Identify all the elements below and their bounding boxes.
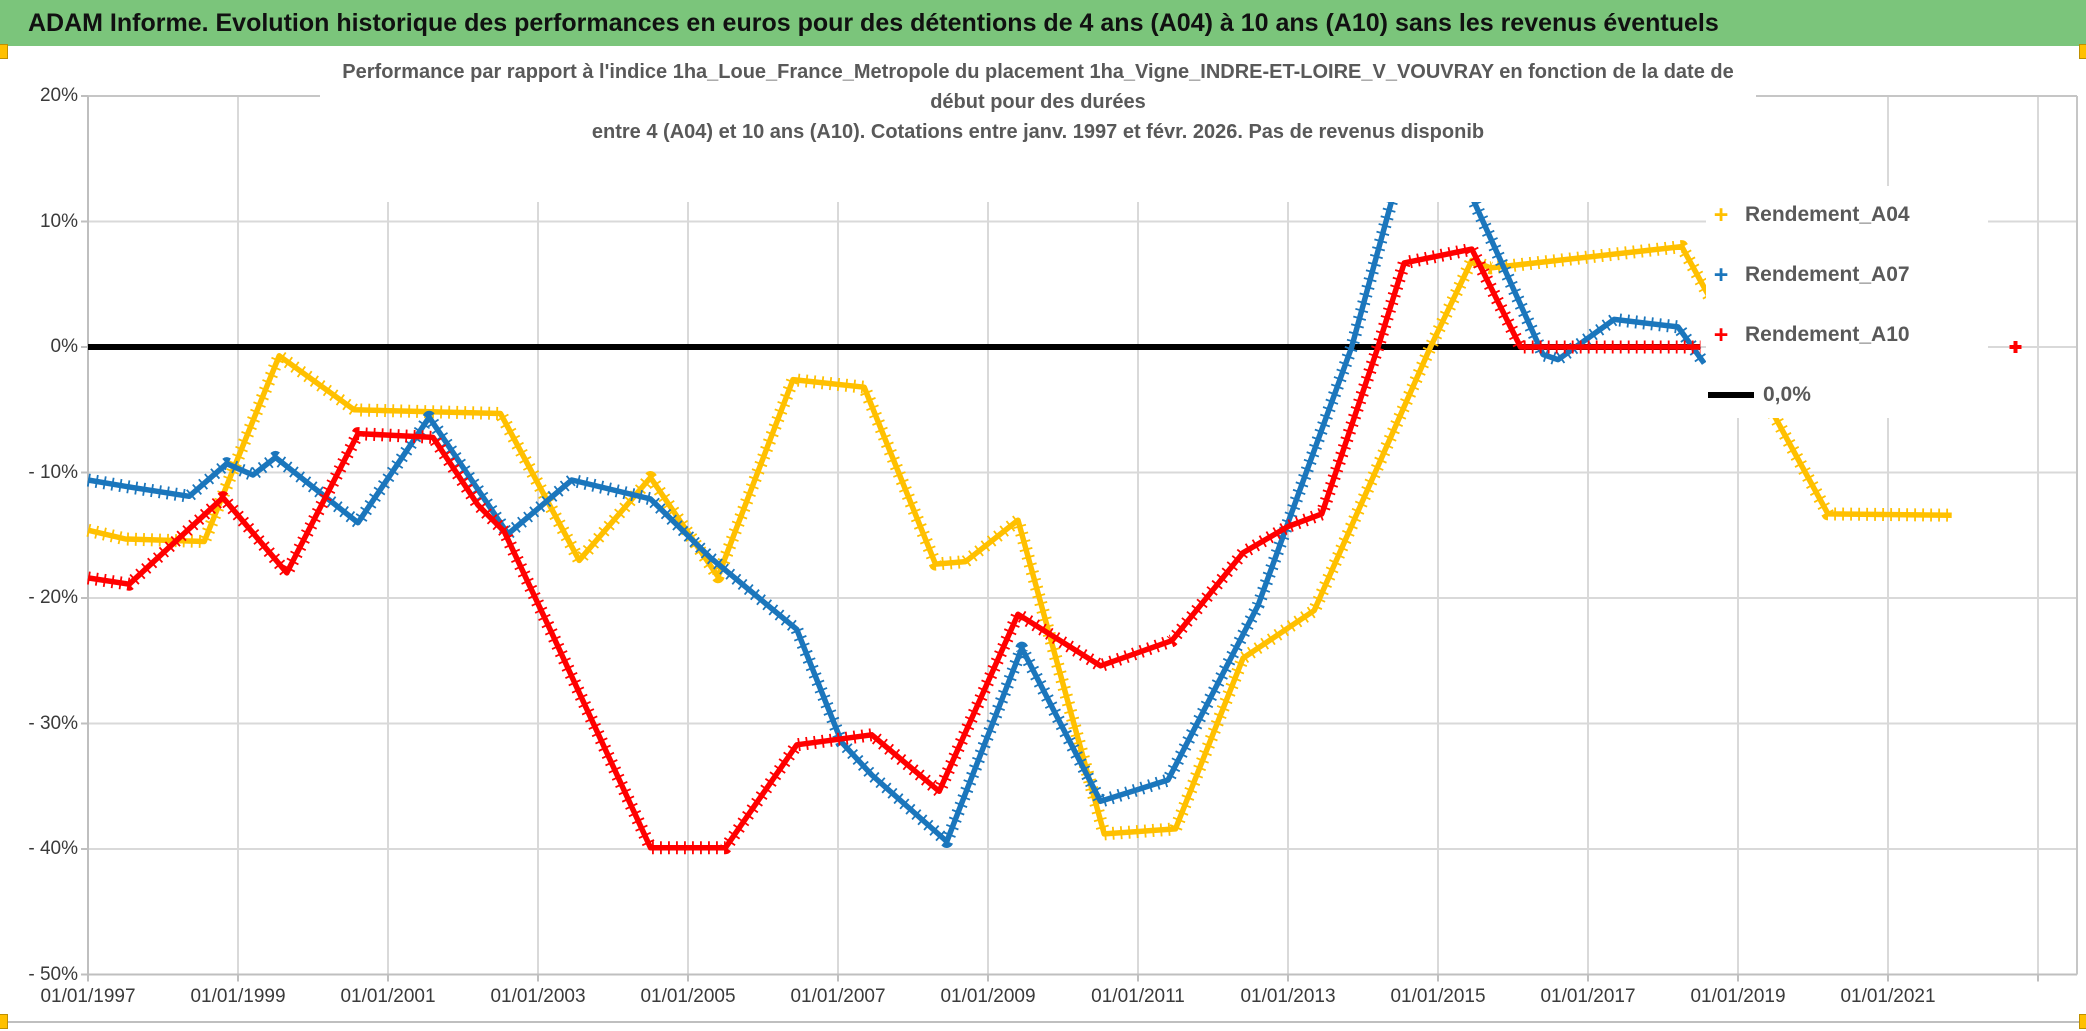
x-axis-label: 01/01/1997 <box>40 986 136 1007</box>
y-axis-label: - 50% <box>28 963 78 985</box>
selection-handle-icon[interactable] <box>0 1014 8 1029</box>
legend-label: Rendement_A07 <box>1745 263 1910 286</box>
selection-handle-icon[interactable] <box>2079 44 2086 59</box>
plus-marker-icon: + <box>1713 260 1729 289</box>
y-axis-label: 10% <box>39 210 78 232</box>
x-axis-label: 01/01/2007 <box>790 986 886 1007</box>
series-markers-rendement_a10 <box>87 242 1701 855</box>
x-axis-label: 01/01/2013 <box>1240 986 1336 1007</box>
y-axis-label: - 30% <box>28 712 78 734</box>
plus-marker-icon: + <box>1713 320 1729 349</box>
x-axis-label: 01/01/2015 <box>1390 986 1486 1007</box>
page-title: ADAM Informe. Evolution historique des p… <box>28 8 1719 37</box>
selection-handle-icon[interactable] <box>0 44 8 59</box>
y-axis-label: 0% <box>50 336 78 357</box>
x-axis-label: 01/01/2011 <box>1091 986 1185 1007</box>
chart-title-line-2: début pour des durées <box>930 91 1146 113</box>
legend-item-rendement-a07[interactable]: + Rendement_A07 <box>1706 260 1988 290</box>
legend-item-rendement-a10[interactable]: + Rendement_A10 <box>1706 320 1988 350</box>
series-markers-rendement_a04 <box>86 240 1952 841</box>
legend-item-zero-line[interactable]: 0,0% <box>1706 380 1988 410</box>
chart-title: Performance par rapport à l'indice 1ha_L… <box>320 50 1756 202</box>
x-axis-label: 01/01/2009 <box>940 986 1036 1007</box>
legend-label: Rendement_A04 <box>1745 203 1910 226</box>
plus-marker-icon: + <box>1713 200 1729 229</box>
x-axis-label: 01/01/2003 <box>490 986 586 1007</box>
x-axis-label: 01/01/1999 <box>190 986 286 1007</box>
chart-title-line-3: entre 4 (A04) et 10 ans (A10). Cotations… <box>591 121 1485 143</box>
chart-title-line-1: Performance par rapport à l'indice 1ha_L… <box>342 61 1734 83</box>
series-line-rendement_a10 <box>87 246 1701 851</box>
x-axis-label: 01/01/2019 <box>1690 986 1786 1007</box>
legend-label: Rendement_A10 <box>1745 323 1910 346</box>
legend-item-rendement-a04[interactable]: + Rendement_A04 <box>1706 200 1988 230</box>
series-markers-rendement_a07 <box>86 148 1710 848</box>
zero-line-swatch-icon <box>1708 392 1754 398</box>
series-line-rendement_a07 <box>87 152 1707 845</box>
x-axis-label: 01/01/2001 <box>340 986 436 1007</box>
row-divider <box>0 1021 2086 1023</box>
legend-label: 0,0% <box>1763 383 1811 406</box>
series-line-rendement_a04 <box>87 243 1952 837</box>
x-axis-label: 01/01/2017 <box>1540 986 1636 1007</box>
y-axis-label: - 20% <box>28 587 78 608</box>
sheet-header-bar: ADAM Informe. Evolution historique des p… <box>0 0 2086 46</box>
y-axis-label: 20% <box>39 85 78 106</box>
selection-handle-icon[interactable] <box>2079 1014 2086 1029</box>
y-axis-label: - 40% <box>28 838 78 859</box>
x-axis-label: 01/01/2005 <box>640 986 736 1007</box>
x-axis-label: 01/01/2021 <box>1840 986 1936 1007</box>
y-axis-label: - 10% <box>28 461 78 483</box>
chart-legend: + Rendement_A04 + Rendement_A07 + Rendem… <box>1706 186 1988 418</box>
